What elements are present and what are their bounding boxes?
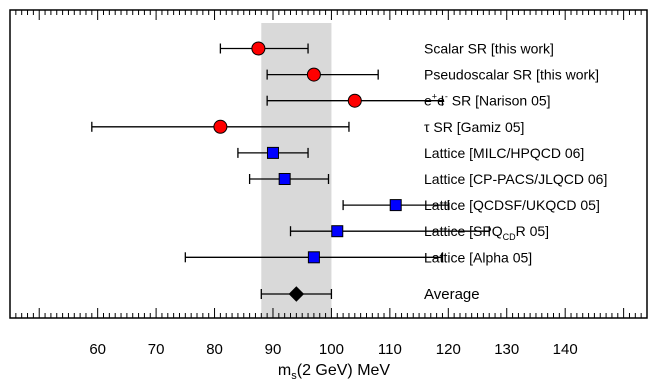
x-tick-label: 80 xyxy=(206,341,223,358)
entry-label: Lattice [MILC/HPQCD 06] xyxy=(424,145,584,161)
entry-label: e+e- SR [Narison 05] xyxy=(424,92,551,109)
axis-ticks xyxy=(9,10,648,318)
x-tick-label: 120 xyxy=(436,341,461,358)
diamond-marker xyxy=(288,286,305,302)
square-marker xyxy=(266,146,279,159)
square-marker xyxy=(331,225,344,238)
plot-frame xyxy=(9,9,648,319)
circle-marker xyxy=(306,67,321,82)
entry-label: Lattice [Alpha 05] xyxy=(424,249,532,265)
circle-marker xyxy=(213,119,228,134)
x-tick-label: 140 xyxy=(553,341,578,358)
x-tick-label: 130 xyxy=(494,341,519,358)
entry-labels: Scalar SR [this work] Pseudoscalar SR [th… xyxy=(424,41,607,304)
circle-marker xyxy=(347,93,362,108)
entry-label: Average xyxy=(424,286,480,303)
x-axis-label-subscript: s xyxy=(291,370,297,381)
circle-marker xyxy=(251,41,266,56)
entry-label: Lattice [QCDSF/UKQCD 05] xyxy=(424,197,600,213)
x-tick-label: 100 xyxy=(319,341,344,358)
x-tick-labels: 60 70 80 90 100 110 120 130 140 xyxy=(89,341,577,358)
error-bar xyxy=(266,69,379,80)
x-tick-label: 70 xyxy=(148,341,165,358)
x-axis-label-main: m xyxy=(278,362,291,379)
x-tick-label: 110 xyxy=(378,341,402,358)
x-axis-label-rest: (2 GeV) MeV xyxy=(297,362,391,379)
x-tick-label: 60 xyxy=(89,341,106,358)
entry-label: Scalar SR [this work] xyxy=(424,41,554,57)
square-marker xyxy=(307,251,320,264)
entry-label: Lattice [SPQCDR 05] xyxy=(424,223,549,242)
x-axis-label: ms(2 GeV) MeV xyxy=(278,362,391,381)
error-bar xyxy=(289,226,490,237)
square-marker xyxy=(278,173,291,185)
square-marker xyxy=(389,199,402,212)
entry-label: Lattice [CP-PACS/JLQCD 06] xyxy=(424,171,607,187)
x-tick-label: 90 xyxy=(265,341,282,358)
entry-label: τ SR [Gamiz 05] xyxy=(424,119,524,135)
data-markers xyxy=(213,41,402,302)
average-band xyxy=(261,23,332,318)
entry-label: Pseudoscalar SR [this work] xyxy=(424,67,599,83)
